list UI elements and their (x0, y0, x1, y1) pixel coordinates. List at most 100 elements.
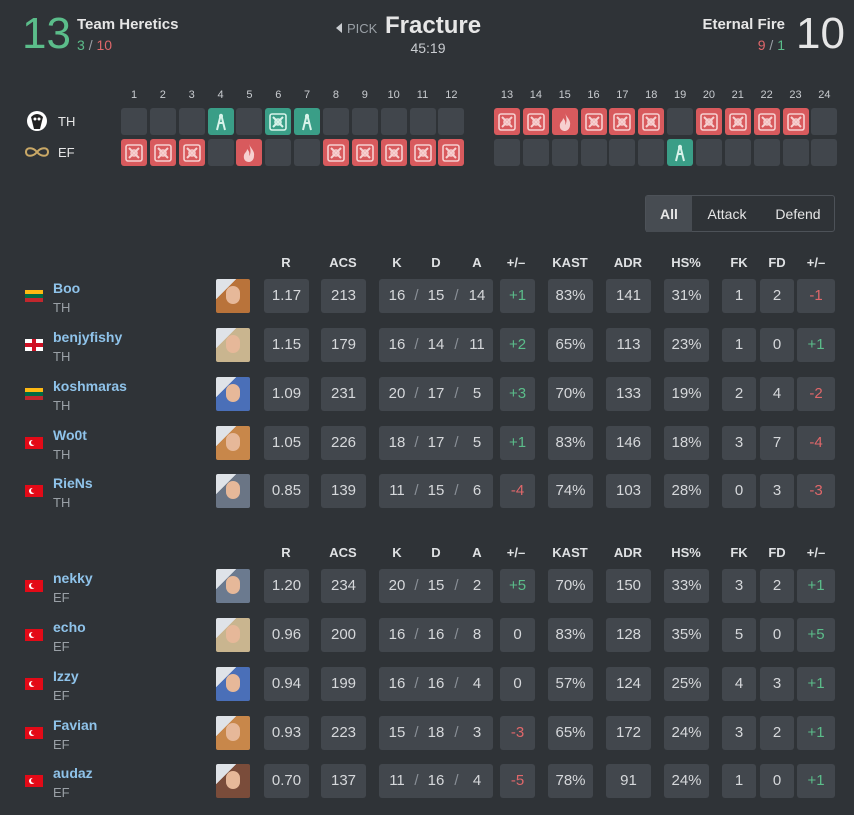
map-name: Fracture (385, 12, 482, 39)
column-header: FD (768, 255, 786, 270)
pick-label: PICK (347, 21, 378, 36)
stat-value: 15 (388, 724, 406, 741)
player-name[interactable]: RieNs (53, 475, 93, 491)
agent-avatar (216, 279, 250, 313)
round-icon (297, 112, 317, 132)
stat-cell: 231 (321, 377, 366, 411)
column-header: KAST (552, 255, 588, 270)
round-cell (322, 139, 349, 166)
round-cell (782, 139, 809, 166)
round-cell (294, 108, 321, 135)
stat-cell: 65% (548, 328, 593, 362)
stat-cell: 137 (321, 764, 366, 798)
round-cell (667, 139, 694, 166)
stat-cell: 1.17 (264, 279, 309, 313)
round-number: 10 (387, 89, 400, 101)
team1-halves: 3 / 10 (77, 37, 112, 53)
stat-cell: 1 (722, 328, 756, 362)
stat-value: 11 (469, 336, 485, 353)
round-number: 7 (304, 89, 311, 101)
player-team: TH (53, 398, 71, 413)
stat-cell: 2 (760, 716, 794, 750)
player-team: EF (53, 590, 70, 605)
kda-cell: 18 / 17 / 5 (379, 426, 493, 460)
player-name[interactable]: Favian (53, 717, 98, 733)
round-number: 2 (159, 89, 166, 101)
round-cell (207, 108, 234, 135)
round-cell (294, 139, 321, 166)
separator: / (414, 675, 419, 692)
column-header: R (281, 545, 291, 560)
separator: / (414, 385, 419, 402)
round-icon (699, 112, 719, 132)
stat-cell: 0 (760, 328, 794, 362)
separator: / (454, 385, 459, 402)
team2-name[interactable]: Eternal Fire (702, 16, 785, 33)
stat-value: 11 (389, 482, 405, 499)
stat-cell: 78% (548, 764, 593, 798)
round-cell (811, 139, 838, 166)
player-team: TH (53, 447, 71, 462)
agent-avatar (216, 716, 250, 750)
stat-cell: 7 (760, 426, 794, 460)
player-name[interactable]: audaz (53, 765, 93, 781)
stat-value: 20 (388, 385, 406, 402)
round-cell (351, 139, 378, 166)
round-number: 13 (500, 89, 514, 101)
flag (25, 678, 43, 690)
stat-cell: 0.85 (264, 474, 309, 508)
stat-value: 3 (472, 724, 482, 741)
stat-cell: 223 (321, 716, 366, 750)
stat-cell: 0.70 (264, 764, 309, 798)
stat-cell: 70% (548, 377, 593, 411)
stat-cell: 200 (321, 618, 366, 652)
stat-value: 5 (472, 434, 482, 451)
stat-cell: 91 (606, 764, 651, 798)
agent-face (226, 384, 240, 402)
stat-cell: 25% (664, 667, 709, 701)
round-cell (236, 139, 263, 166)
team1-score: 13 (22, 9, 71, 58)
stat-cell: 213 (321, 279, 366, 313)
stat-cell: -3 (797, 474, 835, 508)
player-team: EF (53, 785, 70, 800)
kda-cell: 16 / 15 / 14 (379, 279, 493, 313)
player-name[interactable]: koshmaras (53, 378, 127, 394)
agent-face (226, 433, 240, 451)
separator: / (454, 626, 459, 643)
round-cell (724, 139, 751, 166)
filter-tab[interactable]: All (646, 196, 692, 232)
player-name[interactable]: echo (53, 619, 86, 635)
player-name[interactable]: benjyfishy (53, 329, 123, 345)
stat-cell: 31% (664, 279, 709, 313)
kda-cell: 16 / 14 / 11 (379, 328, 493, 362)
stat-cell: 4 (722, 667, 756, 701)
separator: / (769, 37, 774, 53)
agent-avatar (216, 667, 250, 701)
round-number: 14 (529, 89, 542, 101)
team1-name[interactable]: Team Heretics (77, 16, 179, 33)
stat-cell: 18% (664, 426, 709, 460)
stat-cell: 2 (722, 377, 756, 411)
filter-tab[interactable]: Defend (775, 206, 821, 222)
round-number: 23 (789, 89, 802, 101)
team2-halves: 9 / 1 (758, 37, 785, 53)
pick-arrow (336, 23, 342, 33)
round-number: 8 (332, 89, 339, 101)
round-number: 9 (361, 89, 368, 101)
player-name[interactable]: Boo (53, 280, 81, 296)
stat-cell: 124 (606, 667, 651, 701)
player-name[interactable]: nekky (53, 570, 93, 586)
column-header: FK (730, 545, 748, 560)
column-header: ACS (329, 255, 357, 270)
round-cell (522, 108, 549, 135)
separator: / (454, 675, 459, 692)
player-name[interactable]: Wo0t (53, 427, 87, 443)
stat-value: 14 (468, 287, 486, 304)
round-icon (641, 112, 661, 132)
player-name[interactable]: Izzy (53, 668, 79, 684)
stat-cell: 83% (548, 426, 593, 460)
round-icon (124, 143, 144, 163)
filter-tab[interactable]: Attack (707, 206, 747, 222)
flag (25, 388, 43, 400)
